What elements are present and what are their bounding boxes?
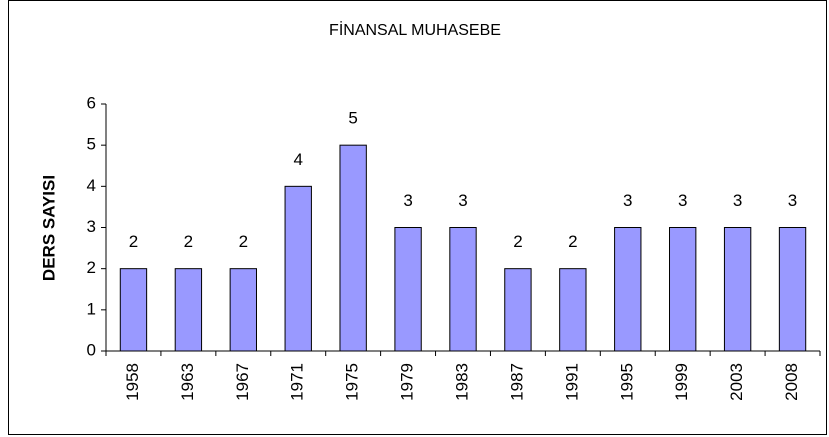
bar (339, 144, 367, 352)
bar (723, 227, 752, 352)
y-tick-label: 6 (87, 93, 96, 112)
data-label: 3 (678, 191, 687, 210)
x-tick-label: 1967 (233, 363, 252, 401)
x-tick-label: 2003 (727, 363, 746, 401)
y-tick-label: 2 (87, 258, 96, 277)
bar (394, 227, 422, 352)
data-label: 3 (788, 191, 797, 210)
y-tick-label: 0 (87, 340, 96, 359)
bar (119, 268, 148, 352)
y-tick-label: 5 (87, 135, 96, 154)
bar (614, 227, 642, 352)
x-tick-label: 1999 (672, 363, 691, 401)
data-label: 2 (239, 232, 248, 251)
data-label: 3 (623, 191, 632, 210)
x-tick-label: 1995 (617, 363, 636, 401)
data-label: 5 (348, 109, 357, 128)
x-tick-label: 1979 (398, 363, 417, 401)
bar (174, 268, 203, 352)
data-label: 4 (293, 150, 302, 169)
data-label: 3 (733, 191, 742, 210)
data-label: 2 (129, 232, 138, 251)
x-tick-label: 1963 (178, 363, 197, 401)
bar (778, 227, 807, 352)
data-label: 2 (184, 232, 193, 251)
y-tick-label: 3 (87, 217, 96, 236)
x-tick-label: 2008 (782, 363, 801, 401)
bar (559, 268, 587, 352)
bar (284, 185, 312, 352)
x-tick-label: 1958 (123, 363, 142, 401)
bar (449, 227, 477, 352)
x-tick-label: 1971 (288, 363, 307, 401)
data-label: 2 (513, 232, 522, 251)
data-label: 3 (403, 191, 412, 210)
x-tick-label: 1987 (507, 363, 526, 401)
y-tick-label: 1 (87, 299, 96, 318)
x-tick-label: 1975 (343, 363, 362, 401)
y-tick-label: 4 (87, 176, 96, 195)
chart-border (8, 0, 827, 435)
x-tick-label: 1983 (452, 363, 471, 401)
bar (669, 227, 697, 352)
x-tick-label: 1991 (562, 363, 581, 401)
bar (229, 268, 257, 352)
data-label: 2 (568, 232, 577, 251)
chart-title: FİNANSAL MUHASEBE (329, 20, 501, 39)
data-label: 3 (458, 191, 467, 210)
bar (504, 268, 532, 352)
y-axis-label: DERS SAYISI (39, 175, 58, 281)
